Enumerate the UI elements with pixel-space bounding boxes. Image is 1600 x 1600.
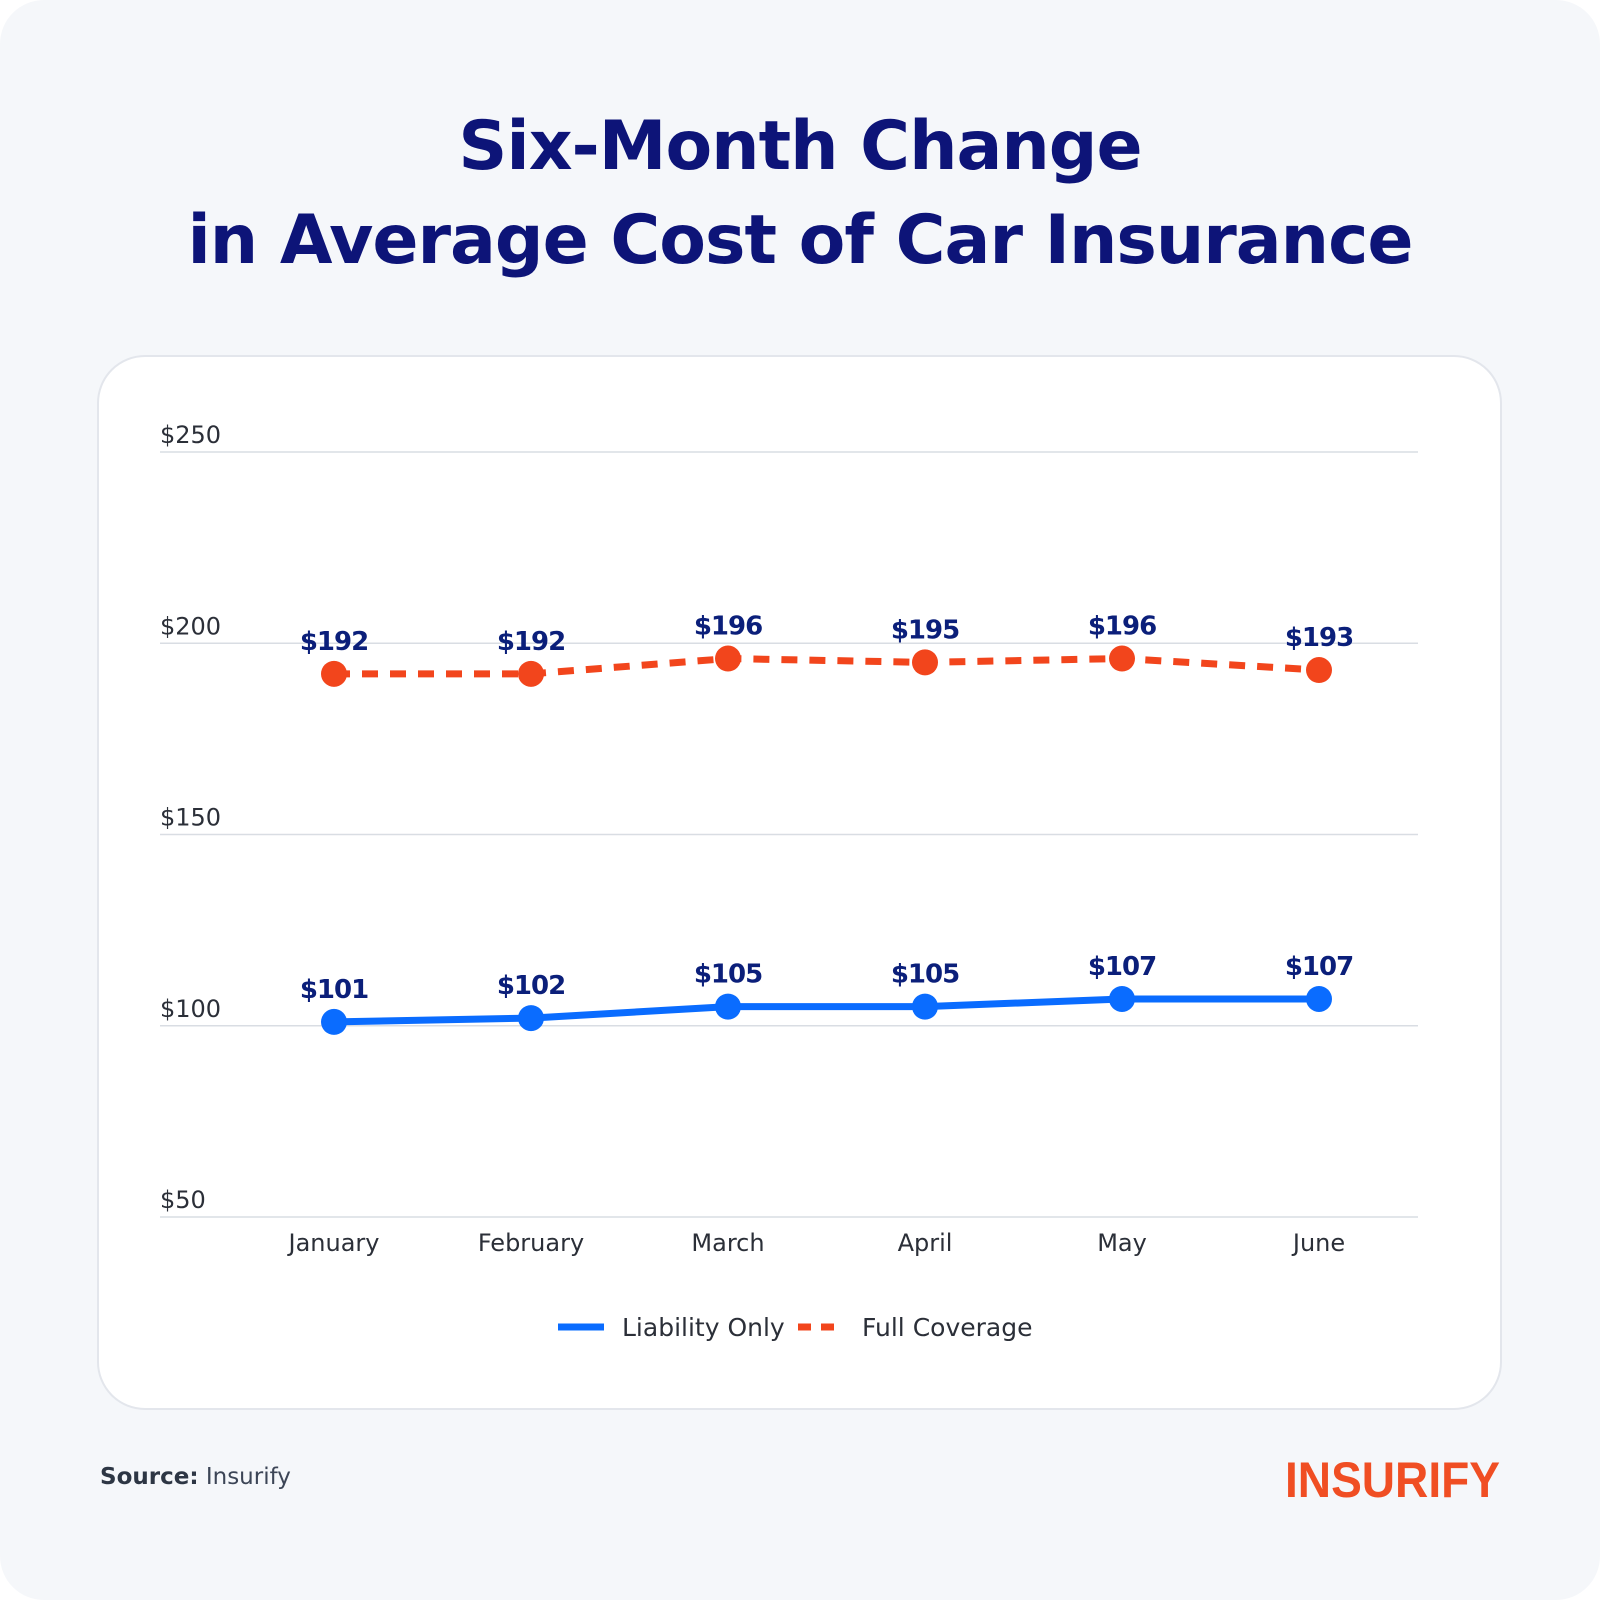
x-tick-label: January	[287, 1229, 380, 1257]
source-value: Insurify	[205, 1464, 291, 1490]
full-coverage-data-label: $192	[300, 627, 368, 657]
y-tick-label: $50	[160, 1186, 206, 1214]
y-tick-label: $100	[160, 995, 221, 1023]
x-tick-label: June	[1291, 1229, 1345, 1257]
title-line-1: Six-Month Change	[458, 107, 1142, 186]
full-coverage-data-label: $196	[694, 612, 762, 642]
source-note: Source: Insurify	[100, 1464, 291, 1490]
liability-only-point	[1109, 985, 1135, 1012]
liability-only-line	[333, 995, 1319, 1026]
y-tick-label: $250	[160, 421, 221, 449]
liability-only-point	[321, 1008, 347, 1035]
x-tick-label: May	[1097, 1229, 1147, 1257]
full-coverage-point	[518, 660, 544, 687]
title-line-2: in Average Cost of Car Insurance	[187, 201, 1413, 280]
liability-only-data-label: $101	[300, 975, 368, 1005]
insurify-logo: INSURIFY	[1285, 1452, 1500, 1507]
chart-card	[97, 355, 1502, 1410]
liability-only-point	[912, 993, 938, 1020]
x-tick-label: April	[898, 1229, 953, 1257]
y-tick-label: $200	[160, 612, 221, 640]
liability-only-point	[715, 993, 741, 1020]
full-coverage-line	[334, 655, 1320, 678]
chart-title: Six-Month Change in Average Cost of Car …	[0, 100, 1600, 288]
liability-only-data-label: $105	[891, 960, 959, 990]
x-tick-label: February	[478, 1229, 584, 1257]
full-coverage-data-label: $193	[1285, 623, 1353, 653]
full-coverage-data-label: $195	[891, 615, 959, 645]
full-coverage-point	[715, 645, 741, 672]
full-coverage-point	[321, 660, 347, 687]
liability-only-data-label: $107	[1285, 952, 1353, 982]
logo-wordmark: INSURIFY	[1285, 1452, 1500, 1507]
liability-only-data-label: $107	[1088, 952, 1156, 982]
full-coverage-point	[1306, 657, 1332, 684]
y-tick-label: $150	[160, 804, 221, 832]
full-coverage-point	[1109, 645, 1135, 672]
liability-only-point	[1306, 985, 1332, 1012]
x-tick-label: March	[691, 1229, 764, 1257]
full-coverage-data-label: $192	[497, 627, 565, 657]
full-coverage-legend-label: Full Coverage	[862, 1313, 1032, 1342]
liability-only-point	[518, 1005, 544, 1032]
source-label: Source:	[100, 1464, 199, 1490]
liability-only-data-label: $105	[694, 960, 762, 990]
liability-only-legend-label: Liability Only	[622, 1313, 785, 1342]
liability-only-data-label: $102	[497, 971, 565, 1001]
full-coverage-point	[912, 649, 938, 676]
full-coverage-data-label: $196	[1088, 612, 1156, 642]
